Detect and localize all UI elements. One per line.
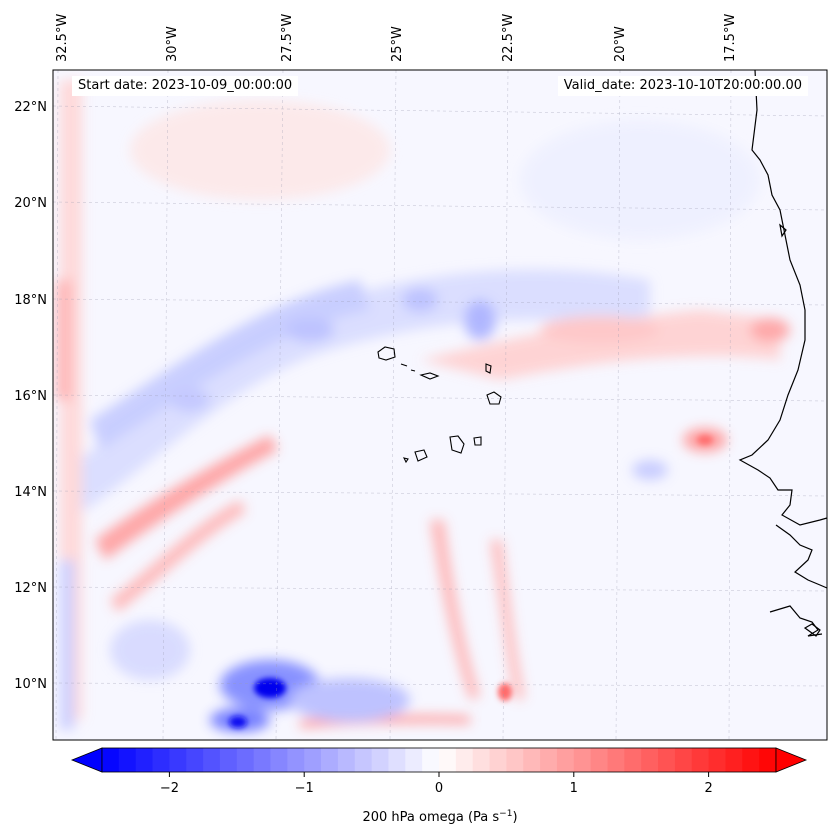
colorbar-band: [135, 748, 154, 772]
colorbar-band: [236, 748, 255, 772]
lat-label: 18°N: [14, 293, 47, 308]
map-frame: [52, 69, 828, 741]
colorbar-band: [759, 748, 777, 772]
lat-label: 14°N: [14, 485, 47, 500]
colorbar-extend-max: [775, 747, 808, 773]
colorbar-band: [641, 748, 659, 772]
colorbar-band: [219, 748, 238, 772]
lat-axis: 22°N 20°N 18°N 16°N 14°N 12°N 10°N: [14, 100, 47, 692]
lon-label: 30°W: [165, 26, 180, 62]
colorbar-band: [118, 748, 137, 772]
valid-date-label: Valid_date: 2023-10-10T20:00:00.00: [557, 76, 808, 96]
colorbar-band: [540, 748, 558, 772]
colorbar-band: [371, 748, 389, 772]
colorbar-band: [439, 748, 457, 772]
start-date-label: Start date: 2023-10-09_00:00:00: [72, 76, 299, 96]
colorbar-band: [556, 748, 575, 772]
cape-verde-islands: [377, 346, 502, 464]
colorbar-band: [708, 748, 726, 772]
colorbar-extend-min: [70, 747, 103, 773]
colorbar-label: 200 hPa omega (Pa s−1): [362, 809, 517, 825]
colorbar-band: [102, 748, 120, 772]
colorbar-band: [388, 748, 406, 772]
colorbar-band: [287, 748, 305, 772]
colorbar-band: [742, 748, 760, 772]
omega-field: [56, 80, 790, 732]
colorbar-band: [523, 748, 541, 772]
colorbar-band: [607, 748, 625, 772]
colorbar: −2 −1 0 1 2 200 hPa omega (Pa s−1): [70, 747, 808, 825]
lon-label: 25°W: [390, 26, 405, 62]
colorbar-band: [590, 748, 608, 772]
coastline: [738, 69, 828, 637]
lat-label: 22°N: [14, 100, 47, 115]
lon-axis: 32.5°W 30°W 27.5°W 25°W 22.5°W 20°W 17.5…: [55, 14, 738, 62]
colorbar-tick-label: −1: [295, 781, 314, 796]
lon-label: 22.5°W: [501, 14, 516, 62]
colorbar-band: [658, 748, 676, 772]
lat-label: 10°N: [14, 677, 47, 692]
graticule: [53, 70, 827, 740]
lat-label: 20°N: [14, 196, 47, 211]
colorbar-tick-label: −2: [160, 781, 179, 796]
colorbar-band: [304, 748, 322, 772]
lat-label: 12°N: [14, 581, 47, 596]
colorbar-tick-label: 2: [704, 781, 712, 796]
colorbar-band: [624, 748, 642, 772]
colorbar-band: [489, 748, 507, 772]
colorbar-band: [455, 748, 474, 772]
lon-label: 32.5°W: [55, 14, 70, 62]
colorbar-band: [321, 748, 339, 772]
colorbar-band: [472, 748, 491, 772]
colorbar-band: [270, 748, 288, 772]
colorbar-band: [354, 748, 373, 772]
lat-label: 16°N: [14, 389, 47, 404]
colorbar-band: [405, 748, 423, 772]
colorbar-band: [573, 748, 592, 772]
colorbar-band: [725, 748, 743, 772]
colorbar-band: [422, 748, 440, 772]
colorbar-band: [674, 748, 693, 772]
colorbar-tick-label: 1: [570, 781, 578, 796]
colorbar-band: [506, 748, 524, 772]
colorbar-band: [203, 748, 221, 772]
colorbar-band: [691, 748, 710, 772]
lon-label: 27.5°W: [280, 14, 295, 62]
colorbar-band: [152, 748, 170, 772]
lon-label: 17.5°W: [723, 14, 738, 62]
colorbar-tick-label: 0: [435, 781, 443, 796]
lon-label: 20°W: [613, 26, 628, 62]
colorbar-band: [337, 748, 356, 772]
colorbar-band: [186, 748, 204, 772]
colorbar-band: [253, 748, 271, 772]
colorbar-band: [169, 748, 187, 772]
